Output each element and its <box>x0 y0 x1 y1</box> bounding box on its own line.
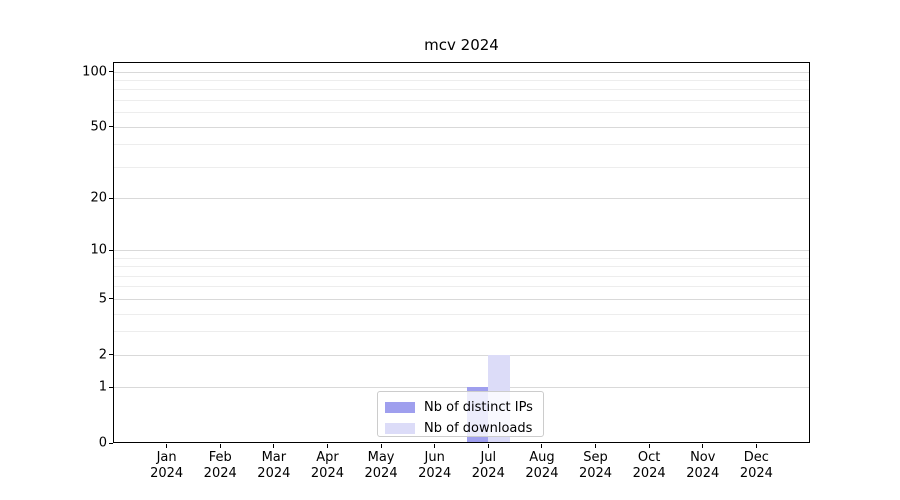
major-gridline <box>114 71 809 73</box>
minor-gridline <box>114 331 809 333</box>
legend-swatch-downloads-icon <box>385 423 415 434</box>
x-tick-label: Dec 2024 <box>739 450 773 481</box>
legend-entry-distinct-ips: Nb of distinct IPs <box>385 397 536 418</box>
plot-area <box>113 62 810 443</box>
y-tick-label: 5 <box>98 291 107 307</box>
y-tick-mark <box>109 442 113 444</box>
x-tick-label: Jun 2024 <box>418 450 452 481</box>
y-tick-label: 20 <box>90 190 107 206</box>
x-tick-label: Feb 2024 <box>203 450 237 481</box>
y-tick-label: 1 <box>98 379 107 395</box>
x-tick-label: May 2024 <box>364 450 398 481</box>
x-tick-mark <box>273 444 275 448</box>
major-gridline <box>114 354 809 356</box>
minor-gridline <box>114 89 809 91</box>
x-tick-mark <box>326 444 328 448</box>
minor-gridline <box>114 313 809 315</box>
minor-gridline <box>114 144 809 146</box>
major-gridline <box>114 126 809 128</box>
major-gridline <box>114 198 809 200</box>
x-tick-mark <box>166 444 168 448</box>
y-tick-mark <box>109 354 113 356</box>
x-tick-label: Aug 2024 <box>525 450 559 481</box>
minor-gridline <box>114 166 809 168</box>
x-tick-mark <box>487 444 489 448</box>
y-tick-label: 0 <box>98 435 107 451</box>
minor-gridline <box>114 275 809 277</box>
x-tick-label: Jul 2024 <box>471 450 505 481</box>
y-tick-mark <box>109 249 113 251</box>
y-tick-mark <box>109 298 113 300</box>
x-tick-label: Apr 2024 <box>310 450 344 481</box>
minor-gridline <box>114 257 809 259</box>
x-tick-mark <box>434 444 436 448</box>
x-tick-label: Jan 2024 <box>150 450 184 481</box>
x-tick-label: Sep 2024 <box>578 450 613 481</box>
y-tick-mark <box>109 197 113 199</box>
x-tick-mark <box>702 444 704 448</box>
major-gridline <box>114 387 809 389</box>
y-tick-mark <box>109 71 113 73</box>
minor-gridline <box>114 80 809 82</box>
x-tick-label: Nov 2024 <box>686 450 720 481</box>
minor-gridline <box>114 266 809 268</box>
chart-title: mcv 2024 <box>424 36 499 54</box>
x-tick-mark <box>755 444 757 448</box>
x-tick-label: Mar 2024 <box>257 450 291 481</box>
y-tick-mark <box>109 386 113 388</box>
y-tick-mark <box>109 126 113 128</box>
legend: Nb of distinct IPs Nb of downloads <box>377 391 544 437</box>
y-tick-label: 100 <box>82 64 107 80</box>
x-tick-mark <box>219 444 221 448</box>
minor-gridline <box>114 100 809 102</box>
legend-label-distinct-ips: Nb of distinct IPs <box>424 400 533 415</box>
x-tick-mark <box>648 444 650 448</box>
major-gridline <box>114 298 809 300</box>
x-tick-mark <box>380 444 382 448</box>
y-tick-label: 50 <box>90 119 107 135</box>
minor-gridline <box>114 286 809 288</box>
major-gridline <box>114 250 809 252</box>
x-tick-mark <box>595 444 597 448</box>
x-tick-label: Oct 2024 <box>632 450 666 481</box>
y-tick-label: 2 <box>98 347 107 363</box>
legend-entry-downloads: Nb of downloads <box>385 418 536 439</box>
legend-swatch-distinct-ips-icon <box>385 402 415 413</box>
minor-gridline <box>114 112 809 114</box>
y-tick-label: 10 <box>90 242 107 258</box>
x-tick-mark <box>541 444 543 448</box>
legend-label-downloads: Nb of downloads <box>424 421 533 436</box>
